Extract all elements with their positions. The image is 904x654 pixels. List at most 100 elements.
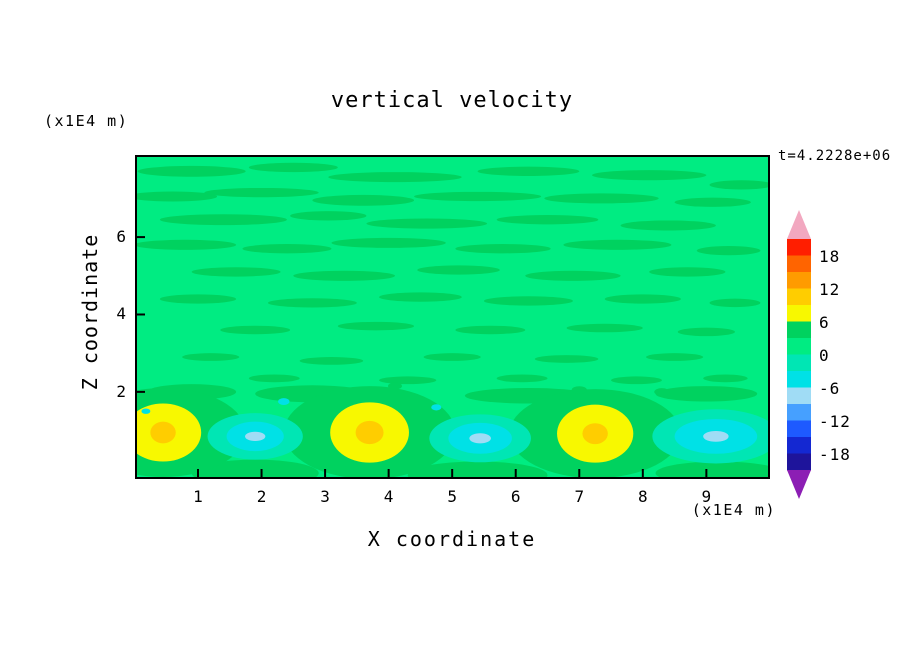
deep-green-patch [655, 461, 768, 477]
streak-band [414, 191, 542, 202]
cyan-speck [141, 408, 151, 414]
colorbar-level-label: 18 [819, 246, 841, 266]
streak-band [328, 172, 462, 183]
colorbar-band [787, 420, 811, 438]
colorbar-level-label: 6 [819, 312, 830, 332]
streak-band [674, 197, 751, 207]
deep-green-patch [407, 461, 548, 477]
streak-band [137, 165, 246, 177]
streak-band [620, 220, 716, 231]
deep-speck [654, 388, 670, 396]
deep-green-patch [655, 386, 758, 402]
x-tick-label: 2 [256, 487, 267, 506]
streak-band [159, 294, 237, 304]
streak-band [337, 321, 415, 331]
y-tick-label: 4 [116, 304, 126, 324]
colorbar-band [787, 255, 811, 273]
streak-band [379, 292, 462, 302]
streak-band [290, 211, 367, 221]
x-tick-label: 3 [320, 487, 330, 506]
colorbar-band [787, 437, 811, 455]
colorbar-band [787, 453, 811, 471]
streak-band [312, 194, 415, 206]
streak-band [423, 353, 481, 361]
colorbar-band [787, 288, 811, 306]
cyan-speck [278, 398, 290, 406]
colorbar-level-label: -12 [819, 411, 851, 431]
streak-band [137, 239, 237, 250]
colorbar-arrow-bottom [787, 470, 811, 499]
streak-band [696, 245, 761, 256]
deep-speck [388, 382, 402, 390]
streak-band [544, 193, 659, 204]
colorbar-band [787, 272, 811, 290]
downdraft-core [245, 431, 266, 442]
y-axis-units-label: (x1E4 m) [44, 112, 129, 130]
colorbar-band [787, 305, 811, 323]
streak-band [591, 170, 707, 181]
colorbar-arrow-top [787, 210, 811, 239]
colorbar-level-label: 0 [819, 345, 830, 365]
streak-band [248, 162, 338, 173]
x-axis-units-label: (x1E4 m) [691, 501, 776, 519]
colorbar-band [787, 371, 811, 389]
colorbar-band [787, 354, 811, 372]
streak-band [182, 353, 240, 361]
streak-band [563, 239, 672, 250]
updraft-core [150, 421, 176, 444]
updraft-core [355, 420, 384, 445]
streak-band [534, 355, 599, 363]
y-tick-label: 6 [116, 227, 126, 247]
colorbar-band [787, 239, 811, 257]
streak-band [566, 323, 643, 333]
streak-band [645, 353, 704, 361]
x-tick-label: 7 [574, 487, 585, 506]
streak-band [417, 265, 500, 275]
colorbar-band [787, 321, 811, 339]
streak-band [611, 376, 662, 385]
streak-band [379, 376, 437, 385]
x-axis-title: X coordinate [367, 527, 537, 551]
x-tick-label: 1 [193, 487, 203, 506]
streak-band [483, 296, 573, 306]
streak-band [242, 244, 332, 254]
colorbar-level-label: -6 [819, 378, 841, 398]
downdraft-core [703, 430, 729, 442]
x-tick-label: 9 [701, 487, 712, 506]
downdraft-core [469, 433, 491, 444]
streak-band [293, 270, 395, 281]
streak-band [455, 244, 551, 254]
y-tick-label: 2 [116, 381, 126, 401]
colorbar [787, 210, 811, 499]
streak-band [220, 325, 291, 335]
updraft-core [582, 423, 608, 445]
colorbar-band [787, 387, 811, 405]
x-tick-label: 5 [447, 487, 457, 506]
streak-band [525, 270, 621, 281]
streak-band [299, 357, 364, 365]
streak-band [677, 327, 735, 337]
streak-band [331, 237, 446, 248]
streak-band [703, 374, 748, 383]
streak-band [248, 374, 300, 383]
streak-band [455, 325, 526, 335]
streak-band [204, 187, 319, 198]
deep-speck [571, 386, 587, 394]
streak-band [159, 214, 287, 226]
x-tick-label: 6 [510, 487, 521, 506]
streak-band [137, 191, 218, 202]
streak-band [709, 180, 768, 190]
time-annotation: t=4.2228e+06 [778, 148, 892, 164]
deep-speck [310, 387, 327, 396]
streak-band [649, 267, 726, 277]
streak-band [709, 298, 761, 308]
streak-band [496, 215, 599, 225]
streak-band [267, 298, 357, 308]
cyan-speck [431, 404, 442, 411]
colorbar-level-label: 12 [819, 279, 841, 299]
streak-band [366, 218, 488, 229]
streak-band [191, 267, 281, 277]
colorbar-band [787, 404, 811, 422]
streak-band [496, 374, 548, 383]
